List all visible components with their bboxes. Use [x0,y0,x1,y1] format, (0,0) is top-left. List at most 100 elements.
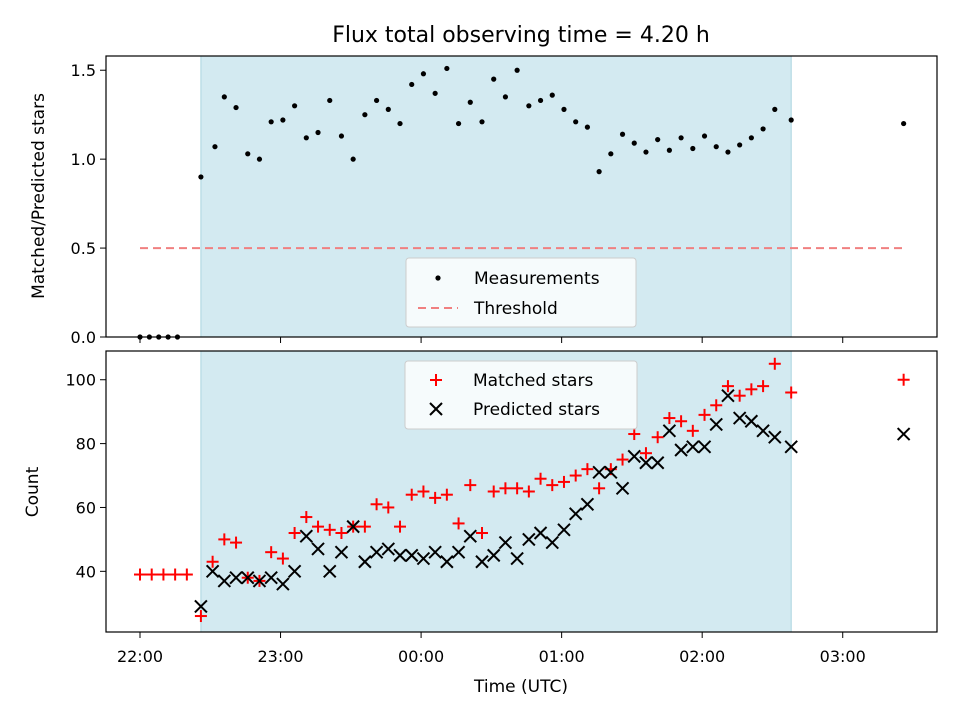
measurement-point [303,135,309,141]
predicted-stars-point [323,564,337,579]
predicted-stars-point [358,555,372,569]
measurement-point [268,119,274,125]
measurement-point [338,133,345,139]
predicted-stars-point [732,411,747,425]
predicted-stars-point [416,551,431,566]
measurement-point [631,140,637,146]
matched-stars-point [698,408,711,421]
matched-stars-point [429,491,442,504]
y-tick-label: 60 [76,498,96,517]
top-panel-y-ticks: 0.0 0.5 1.0 1.5 [71,61,106,347]
legend-measurements-label: Measurements [474,269,600,289]
predicted-stars-point [194,599,208,614]
measurement-point [233,104,239,111]
matched-stars-point [288,527,301,540]
predicted-stars-point [369,545,384,559]
matched-stars-point [785,386,798,399]
chart-title: Flux total observing time = 4.20 h [332,23,710,48]
predicted-stars-point [662,424,677,438]
matched-stars-point [206,555,219,568]
measurement-point [737,142,743,148]
measurement-point [678,135,684,141]
predicted-stars-point [381,542,396,556]
legend-matched-label: Matched stars [473,371,593,391]
matched-stars-point [663,412,676,425]
measurement-point [573,119,579,125]
measurement-point [655,136,661,143]
matched-stars-point [757,380,770,393]
matched-stars-point [218,533,231,546]
measurement-point [420,71,427,77]
matched-stars-point [522,485,535,498]
matched-stars-point [593,482,606,495]
measurement-point [212,144,218,150]
measurement-point [619,131,626,137]
measurement-point [256,156,263,162]
measurement-point [385,106,391,112]
predicted-stars-point [510,551,524,566]
measurement-point [491,76,497,82]
bottom-panel-ylabel: Count [23,466,43,517]
matched-stars-point [546,479,559,492]
matched-stars-point [230,536,243,549]
measurement-point [690,145,696,152]
measurement-point [245,151,251,157]
matched-stars-point [300,511,313,524]
x-tick-label: 02:00 [679,647,725,666]
matched-stars-point [897,373,910,386]
matched-stars-point [464,479,477,492]
predicted-stars-point [217,574,232,588]
matched-stars-point [335,527,348,540]
predicted-stars-point [639,456,653,470]
measurement-point [315,129,321,136]
measurement-point [327,97,333,104]
measurement-point [526,103,532,109]
matched-stars-point [475,527,488,540]
matched-stars-point [452,517,465,530]
x-tick-label: 01:00 [539,647,585,666]
x-tick-label: 03:00 [820,647,866,666]
predicted-stars-point [522,532,536,547]
measurement-point [713,144,719,150]
matched-stars-point [639,447,652,460]
y-tick-label: 100 [65,371,96,390]
matched-stars-point [312,520,325,533]
predicted-stars-point [686,440,700,454]
bottom-panel-x-ticks: 22:00 23:00 00:00 01:00 02:00 03:00 [117,632,866,666]
matched-stars-point [557,475,570,488]
predicted-stars-point [709,417,723,432]
top-panel-legend-box [405,257,637,328]
predicted-stars-point [650,456,665,470]
predicted-stars-point [229,571,243,585]
predicted-stars-point [405,548,419,563]
matched-stars-point [733,389,746,402]
matched-stars-point [180,568,193,581]
y-tick-label: 0.5 [71,239,96,258]
matched-stars-point [265,546,278,559]
predicted-stars-point [756,424,770,438]
y-tick-label: 1.5 [71,61,96,80]
measurement-point [444,65,450,72]
y-tick-label: 0.0 [71,328,96,347]
matched-stars-point [686,424,699,437]
bottom-panel-marks [134,357,911,623]
bottom-panel: 40 60 80 100 22:00 23:00 00:00 01:00 02:00 03:00… [23,350,938,666]
predicted-stars-point [627,449,641,464]
matched-stars-point [499,482,512,495]
matched-stars-point [394,520,407,533]
measurement-point [432,90,438,96]
measurement-point [221,94,227,100]
x-tick-label: 22:00 [117,647,163,666]
measurement-point [280,117,286,123]
matched-stars-point [487,485,500,498]
predicted-stars-point [768,430,782,444]
legend-measurements-marker [435,275,441,281]
measurement-point [502,94,509,100]
predicted-stars-point [334,545,349,559]
legend-predicted-label: Predicted stars [473,400,600,420]
measurement-point [350,156,356,162]
predicted-stars-point [744,414,759,428]
predicted-stars-point [241,571,255,585]
predicted-stars-point [252,574,267,588]
predicted-stars-point [545,535,559,550]
